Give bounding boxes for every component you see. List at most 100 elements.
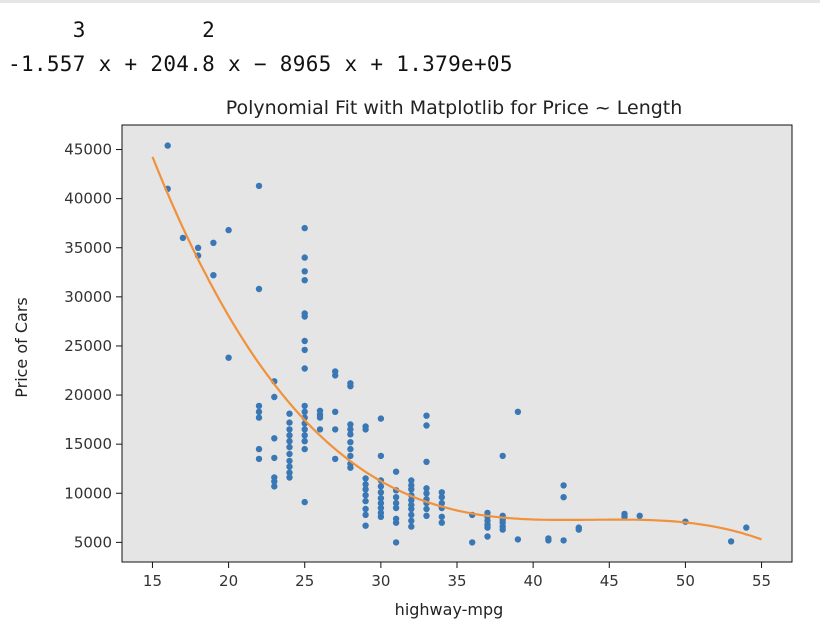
y-tick-label: 25000 xyxy=(64,337,112,355)
data-point xyxy=(362,492,369,499)
data-point xyxy=(286,443,293,451)
data-point xyxy=(438,489,445,496)
data-point xyxy=(286,432,293,439)
data-point xyxy=(286,450,293,458)
data-point xyxy=(225,354,232,361)
data-point xyxy=(332,372,339,379)
data-point xyxy=(255,445,263,453)
data-point xyxy=(392,499,400,507)
data-point xyxy=(621,513,628,520)
data-point xyxy=(392,519,400,526)
data-point xyxy=(408,511,415,519)
data-point xyxy=(271,393,278,401)
data-point xyxy=(484,524,491,531)
data-point xyxy=(377,495,385,502)
data-point xyxy=(271,454,278,462)
data-point xyxy=(347,421,354,428)
data-point xyxy=(301,268,308,275)
chart-title: Polynomial Fit with Matplotlib for Price… xyxy=(226,97,683,119)
data-point xyxy=(545,537,552,544)
data-point xyxy=(286,474,293,481)
data-point xyxy=(377,452,385,460)
x-tick-label: 40 xyxy=(524,572,543,590)
data-point xyxy=(301,365,308,372)
data-point xyxy=(164,142,171,149)
data-point xyxy=(377,415,385,422)
data-point xyxy=(210,239,217,246)
data-point xyxy=(255,414,263,421)
data-point xyxy=(362,486,369,493)
data-point xyxy=(301,254,308,261)
data-point xyxy=(423,458,430,465)
data-point xyxy=(362,522,369,529)
data-point xyxy=(392,494,400,501)
y-tick-label: 10000 xyxy=(64,484,112,502)
data-point xyxy=(575,526,582,533)
x-tick-label: 45 xyxy=(600,572,619,590)
data-point xyxy=(408,486,415,493)
y-tick-label: 5000 xyxy=(74,533,112,551)
data-point xyxy=(301,346,308,354)
data-point xyxy=(301,277,308,284)
data-point xyxy=(484,533,491,540)
data-point xyxy=(255,402,263,410)
data-point xyxy=(301,402,308,410)
data-point xyxy=(179,234,187,242)
data-point xyxy=(286,419,293,426)
data-point xyxy=(301,432,308,439)
equation-main-line: -1.557 x + 204.8 x − 8965 x + 1.379e+05 xyxy=(8,52,513,76)
data-point xyxy=(316,426,324,433)
data-point xyxy=(392,539,400,546)
data-point xyxy=(727,538,735,545)
data-point xyxy=(301,337,308,345)
data-point xyxy=(347,431,354,438)
data-point xyxy=(560,494,567,501)
x-tick-label: 35 xyxy=(447,572,466,590)
data-point xyxy=(347,439,354,446)
data-point xyxy=(286,463,293,470)
data-point xyxy=(438,499,445,507)
data-point xyxy=(286,469,293,476)
data-point xyxy=(469,539,476,546)
data-point xyxy=(408,496,415,504)
data-point xyxy=(377,504,385,512)
data-point xyxy=(408,523,415,530)
x-tick-label: 25 xyxy=(295,572,314,590)
scatter-points xyxy=(164,142,750,546)
data-point xyxy=(316,414,324,421)
plot-area xyxy=(122,125,792,562)
data-point xyxy=(301,408,308,415)
data-point xyxy=(286,410,293,417)
data-point xyxy=(362,475,369,482)
data-point xyxy=(423,490,430,497)
data-point xyxy=(255,182,263,190)
data-point xyxy=(255,455,263,463)
data-point xyxy=(423,422,430,429)
y-tick-label: 30000 xyxy=(64,288,112,306)
x-tick-label: 15 xyxy=(143,572,162,590)
data-point xyxy=(362,511,369,519)
y-axis-ticks: 5000 10000 15000 20000 25000 30000 35000 40000 4… xyxy=(64,141,122,551)
data-point xyxy=(560,537,567,544)
data-point xyxy=(636,512,643,519)
x-axis-title: highway-mpg xyxy=(395,600,504,619)
data-point xyxy=(362,505,369,513)
top-divider xyxy=(0,0,820,3)
data-point xyxy=(332,426,339,433)
data-point xyxy=(438,519,445,526)
y-tick-label: 20000 xyxy=(64,386,112,404)
data-point xyxy=(286,457,293,465)
data-point xyxy=(347,383,354,390)
data-point xyxy=(392,504,400,512)
data-point xyxy=(438,513,445,520)
data-point xyxy=(347,426,354,433)
data-point xyxy=(225,226,232,234)
data-point xyxy=(362,481,369,488)
data-point xyxy=(194,244,202,251)
data-point xyxy=(301,426,308,433)
data-point xyxy=(362,426,369,433)
data-point xyxy=(347,452,354,460)
data-point xyxy=(423,512,430,519)
y-axis-title: Price of Cars xyxy=(12,297,31,398)
